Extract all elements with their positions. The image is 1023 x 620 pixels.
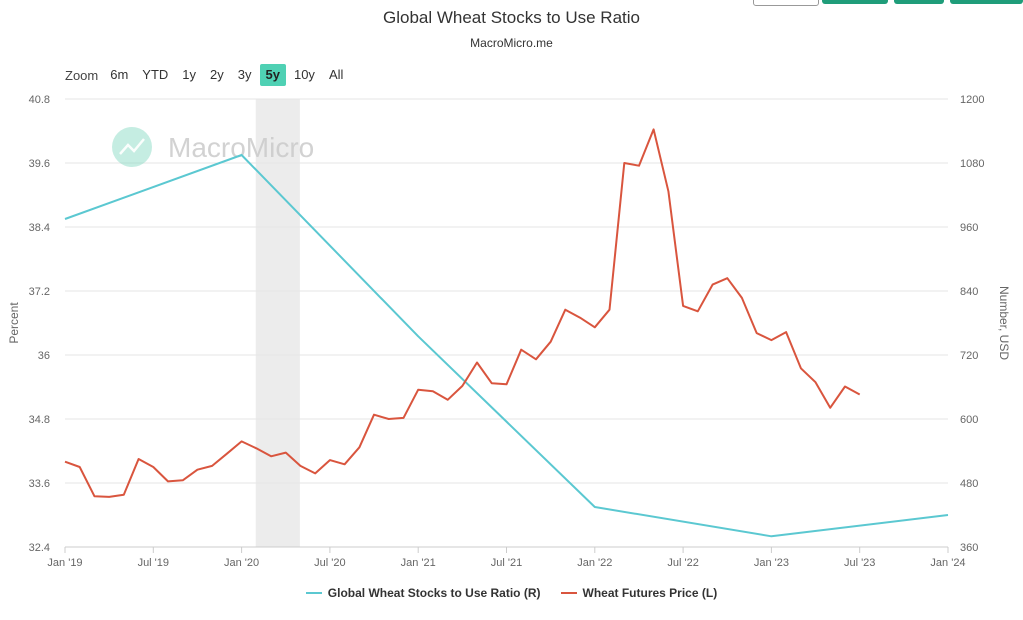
chart-subtitle: MacroMicro.me <box>470 36 553 50</box>
watermark: MacroMicro <box>112 127 314 167</box>
x-tick-label: Jul '20 <box>314 557 345 569</box>
left-tick-label: 32.4 <box>29 542 50 554</box>
x-tick-label: Jan '24 <box>930 557 965 569</box>
x-tick-label: Jan '22 <box>577 557 612 569</box>
top-action-button-1[interactable] <box>822 0 888 4</box>
series-line-price <box>64 128 861 498</box>
left-tick-label: 36 <box>38 350 50 362</box>
left-axis-title: Percent <box>7 302 21 344</box>
left-tick-label: 39.6 <box>29 158 50 170</box>
right-tick-label: 720 <box>960 350 978 362</box>
zoom-1y-button[interactable]: 1y <box>182 67 197 82</box>
x-tick-label: Jul '23 <box>844 557 875 569</box>
zoom-bar: Zoom 6m YTD 1y 2y 3y 5y 10y All <box>65 64 351 86</box>
right-tick-label: 360 <box>960 542 978 554</box>
zoom-ytd-button[interactable]: YTD <box>142 67 169 82</box>
x-tick-label: Jan '21 <box>401 557 436 569</box>
right-tick-label: 1080 <box>960 158 984 170</box>
zoom-10y-button[interactable]: 10y <box>293 67 315 82</box>
x-tick-label: Jan '20 <box>224 557 259 569</box>
right-axis-title: Number, USD <box>997 286 1011 360</box>
right-tick-label: 480 <box>960 478 978 490</box>
legend-label-price: Wheat Futures Price (L) <box>582 586 718 600</box>
left-tick-label: 34.8 <box>29 414 50 426</box>
legend-swatch-ratio <box>305 592 322 594</box>
right-tick-label: 960 <box>960 222 978 234</box>
zoom-3y-button[interactable]: 3y <box>237 67 252 82</box>
top-action-button-3[interactable] <box>950 0 1023 4</box>
watermark-logo-line <box>119 138 145 155</box>
legend-item-price[interactable]: Wheat Futures Price (L) <box>560 586 718 600</box>
x-tick-label: Jan '19 <box>47 557 82 569</box>
x-tick-label: Jan '23 <box>754 557 789 569</box>
legend-label-ratio: Global Wheat Stocks to Use Ratio (R) <box>327 586 541 600</box>
top-menu-button[interactable] <box>753 0 819 6</box>
x-tick-label: Jul '22 <box>667 557 698 569</box>
legend-swatch-price <box>560 592 577 594</box>
left-tick-label: 40.8 <box>29 94 50 106</box>
shaded-band <box>255 99 300 547</box>
left-tick-label: 37.2 <box>29 286 50 298</box>
series-line-ratio <box>64 154 949 538</box>
x-tick-label: Jul '21 <box>491 557 522 569</box>
zoom-all-button[interactable]: All <box>328 67 344 82</box>
top-action-button-2[interactable] <box>894 0 944 4</box>
legend: Global Wheat Stocks to Use Ratio (R) Whe… <box>0 586 1023 600</box>
zoom-6m-button[interactable]: 6m <box>110 67 129 82</box>
zoom-label: Zoom <box>65 67 99 83</box>
zoom-2y-button[interactable]: 2y <box>210 67 224 82</box>
right-tick-label: 600 <box>960 414 978 426</box>
right-tick-label: 1200 <box>960 94 984 106</box>
watermark-logo-icon <box>112 127 152 167</box>
chart-title: Global Wheat Stocks to Use Ratio <box>382 8 640 27</box>
x-tick-label: Jul '19 <box>138 557 169 569</box>
left-tick-label: 38.4 <box>29 222 50 234</box>
zoom-5y-button[interactable]: 5y <box>259 64 286 86</box>
right-tick-label: 840 <box>960 286 978 298</box>
watermark-text: MacroMicro <box>168 132 314 163</box>
left-tick-label: 33.6 <box>29 478 50 490</box>
legend-item-ratio[interactable]: Global Wheat Stocks to Use Ratio (R) <box>305 586 541 600</box>
